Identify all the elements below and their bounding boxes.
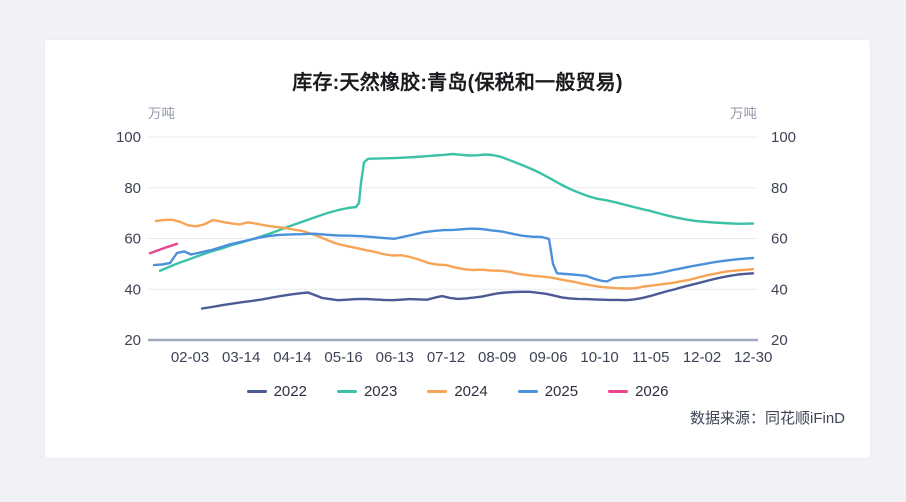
series-line-2022: [200, 272, 755, 310]
x-tick-label: 09-06: [529, 349, 567, 366]
y-tick-label-left: 40: [124, 281, 141, 298]
y-tick-label-left: 80: [124, 180, 141, 197]
legend-label-2023: 2023: [363, 383, 398, 400]
legend-item-2025[interactable]: 2025: [517, 383, 579, 400]
legend-swatch-2024: [427, 390, 448, 393]
y-tick-label-right: 40: [771, 281, 788, 298]
legend-label-2025: 2025: [544, 383, 579, 400]
legend-item-2022[interactable]: 2022: [246, 383, 307, 400]
legend-swatch-2025: [517, 390, 538, 393]
x-tick-label: 12-02: [683, 349, 721, 366]
legend-item-2024[interactable]: 2024: [427, 383, 488, 400]
legend-item-2023[interactable]: 2023: [336, 383, 398, 400]
x-tick-label: 11-05: [632, 349, 669, 366]
legend-label-2024: 2024: [454, 383, 488, 400]
x-tick-label: 06-13: [376, 349, 414, 366]
y-tick-label-left: 60: [124, 231, 141, 248]
y-tick-label-left: 100: [116, 129, 141, 146]
y-tick-label-right: 80: [771, 180, 788, 197]
legend-item-2026[interactable]: 2026: [608, 383, 668, 400]
chart-card: 库存:天然橡胶:青岛(保税和一般贸易) 20 20 40 40 60 60 80 80 100 1…: [45, 40, 870, 458]
series-line-2025: [152, 227, 755, 283]
x-tick-label: 05-16: [324, 349, 362, 366]
chart-plot: 20 20 40 40 60 60 80 80 100 100 万吨 万吨 02-03 03-14 04-1…: [116, 106, 796, 366]
legend-swatch-2026: [608, 390, 629, 393]
series-line-2023: [158, 152, 755, 272]
legend-label-2026: 2026: [635, 383, 669, 400]
data-source: 数据来源：同花顺iFinD: [689, 410, 845, 427]
x-tick-label: 02-03: [171, 349, 209, 366]
legend-swatch-2022: [246, 390, 267, 393]
x-tick-label: 07-12: [427, 349, 465, 366]
chart-title: 库存:天然橡胶:青岛(保税和一般贸易): [292, 72, 623, 94]
y-tick-label-right: 100: [771, 129, 796, 146]
x-tick-label: 08-09: [478, 349, 516, 366]
legend-swatch-2023: [336, 390, 357, 393]
legend-label-2022: 2022: [273, 383, 307, 400]
y-axis-unit-left: 万吨: [148, 106, 175, 121]
y-tick-label-right: 60: [771, 231, 788, 248]
x-tick-label: 03-14: [222, 349, 260, 366]
y-axis-unit-right: 万吨: [730, 106, 757, 121]
x-tick-label: 12-30: [734, 349, 772, 366]
series-line-2024: [154, 218, 755, 290]
chart-legend: 2022 2023 2024 2025 2026: [45, 383, 870, 400]
x-tick-label: 04-14: [273, 349, 311, 366]
y-tick-label-right: 20: [771, 332, 788, 349]
series-line-2026: [148, 242, 179, 255]
x-tick-label: 10-10: [580, 349, 618, 366]
y-tick-label-left: 20: [124, 332, 141, 349]
